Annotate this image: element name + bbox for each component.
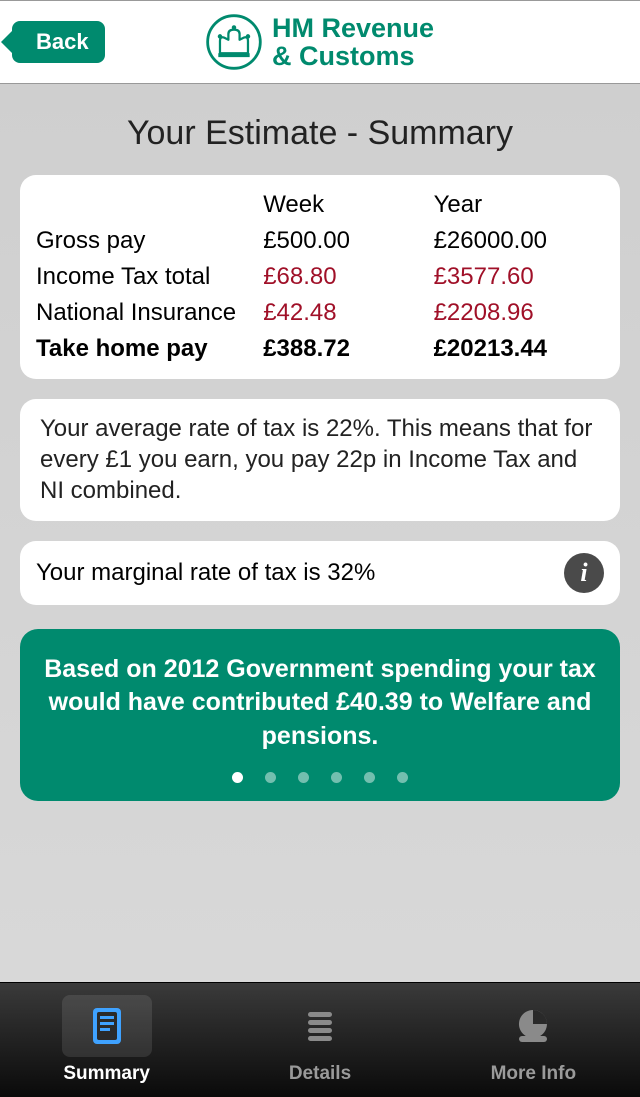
- info-icon[interactable]: i: [564, 553, 604, 593]
- page-dot[interactable]: [397, 772, 408, 783]
- marginal-rate-text: Your marginal rate of tax is 32%: [36, 559, 375, 587]
- row-label: Income Tax total: [36, 259, 263, 295]
- table-row: Gross pay £500.00 £26000.00: [36, 223, 604, 259]
- row-year: £2208.96: [434, 295, 604, 331]
- header-bar: Back HM Revenue & Customs: [0, 0, 640, 84]
- back-button-label: Back: [36, 29, 89, 54]
- table-header-row: Week Year: [36, 187, 604, 223]
- row-label: National Insurance: [36, 295, 263, 331]
- brand: HM Revenue & Customs: [206, 14, 434, 71]
- page-title: Your Estimate - Summary: [20, 84, 620, 175]
- tab-details[interactable]: Details: [213, 983, 426, 1097]
- row-week: £68.80: [263, 259, 433, 295]
- row-label: Gross pay: [36, 223, 263, 259]
- row-week: £500.00: [263, 223, 433, 259]
- table-row: National Insurance £42.48 £2208.96: [36, 295, 604, 331]
- brand-text: HM Revenue & Customs: [272, 14, 434, 71]
- brand-line2: & Customs: [272, 42, 434, 70]
- page-dot[interactable]: [364, 772, 375, 783]
- row-year: £26000.00: [434, 223, 604, 259]
- estimate-card: Week Year Gross pay £500.00 £26000.00 In…: [20, 175, 620, 379]
- spending-message: Based on 2012 Government spending your t…: [40, 653, 600, 754]
- moreinfo-icon: [511, 1004, 555, 1048]
- tab-summary[interactable]: Summary: [0, 983, 213, 1097]
- hmrc-crown-icon: [206, 14, 262, 70]
- table-row: Income Tax total £68.80 £3577.60: [36, 259, 604, 295]
- page-indicator: [40, 772, 600, 783]
- tab-more-info[interactable]: More Info: [427, 983, 640, 1097]
- table-row: Take home pay £388.72 £20213.44: [36, 331, 604, 367]
- tab-label: Summary: [63, 1063, 150, 1085]
- page-dot[interactable]: [298, 772, 309, 783]
- details-icon: [298, 1004, 342, 1048]
- average-rate-text: Your average rate of tax is 22%. This me…: [40, 415, 592, 504]
- col-header-week: Week: [263, 187, 433, 223]
- page-dot[interactable]: [232, 772, 243, 783]
- tab-label: Details: [289, 1063, 351, 1085]
- tab-bar: Summary Details More Info: [0, 982, 640, 1097]
- marginal-rate-card: Your marginal rate of tax is 32% i: [20, 541, 620, 605]
- row-label: Take home pay: [36, 331, 263, 367]
- col-header-blank: [36, 187, 263, 223]
- average-rate-note: Your average rate of tax is 22%. This me…: [20, 399, 620, 521]
- row-week: £42.48: [263, 295, 433, 331]
- estimate-table: Week Year Gross pay £500.00 £26000.00 In…: [36, 187, 604, 367]
- row-year: £20213.44: [434, 331, 604, 367]
- page-dot[interactable]: [265, 772, 276, 783]
- row-year: £3577.60: [434, 259, 604, 295]
- col-header-year: Year: [434, 187, 604, 223]
- content-area: Your Estimate - Summary Week Year Gross …: [0, 84, 640, 982]
- row-week: £388.72: [263, 331, 433, 367]
- page-dot[interactable]: [331, 772, 342, 783]
- brand-line1: HM Revenue: [272, 14, 434, 42]
- summary-icon: [85, 1004, 129, 1048]
- tab-label: More Info: [491, 1063, 577, 1085]
- spending-panel[interactable]: Based on 2012 Government spending your t…: [20, 629, 620, 801]
- back-button[interactable]: Back: [12, 21, 105, 63]
